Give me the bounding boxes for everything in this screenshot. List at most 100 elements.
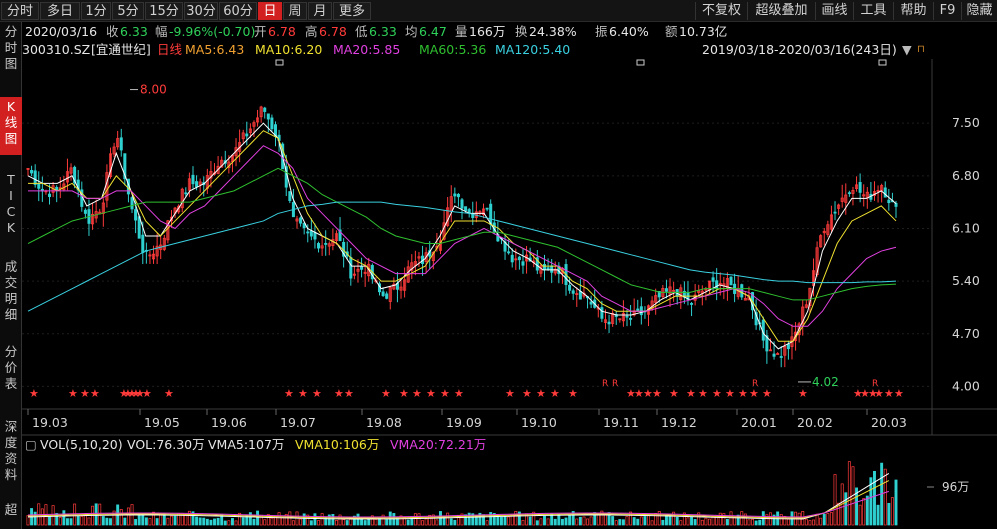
sidebar-item-5[interactable]: 深度资料 — [0, 417, 22, 483]
volume-bar — [58, 516, 62, 526]
candle-body — [252, 122, 256, 127]
candle-body — [30, 170, 34, 174]
volume-bar — [697, 512, 701, 526]
signal-star-icon: ★ — [643, 387, 653, 400]
signal-star-icon: ★ — [334, 387, 344, 400]
menu-1[interactable]: 超级叠加 — [747, 2, 815, 20]
tab-period-0[interactable]: 分时 — [1, 2, 39, 20]
change-value: -9.96%(-0.70) — [169, 24, 256, 39]
kline-chart[interactable]: 7.506.806.105.404.704.00 ★ ★ ★ ★ ★★★★★★ ★ ★ ★ ★ ★… — [22, 59, 997, 529]
candle-body — [248, 128, 252, 134]
sidebar-item-4[interactable]: 分价表 — [0, 342, 22, 392]
signal-star-icon: ★ — [712, 387, 722, 400]
menu-6[interactable]: 隐藏 — [961, 2, 997, 20]
volume-bar — [227, 520, 231, 526]
tab-period-2[interactable]: 1分 — [81, 2, 111, 20]
sidebar-char: K — [6, 220, 16, 235]
quote-date: 2020/03/16 — [25, 24, 98, 39]
volume-toggle[interactable]: ▢ — [25, 437, 37, 452]
volume-bar — [855, 487, 859, 526]
tab-period-7[interactable]: 日 — [258, 2, 282, 20]
tab-period-1[interactable]: 多日 — [40, 2, 80, 20]
volume-bar — [399, 515, 403, 526]
candle-body — [578, 291, 582, 300]
candle-body — [851, 190, 855, 194]
signal-star-icon: ★ — [698, 387, 708, 400]
menu-4[interactable]: 帮助 — [893, 2, 933, 20]
sidebar-char: 深 — [4, 419, 18, 434]
volume-bar — [195, 516, 199, 526]
lock-icon[interactable]: ⊓ — [917, 44, 925, 55]
candle-body — [209, 171, 213, 179]
amount-label: 额 — [665, 24, 678, 39]
volume-bar — [363, 520, 367, 526]
sidebar-char: 明 — [4, 291, 18, 306]
candle-body — [894, 202, 898, 207]
volume-bar — [672, 511, 676, 526]
sidebar-char: 料 — [4, 467, 18, 482]
kline-type-label[interactable]: 日线 — [157, 42, 183, 57]
tab-period-9[interactable]: 月 — [308, 2, 332, 20]
vol-indicator-label[interactable]: VOL(5,10,20) — [40, 437, 123, 452]
signal-star-icon: ★ — [626, 387, 636, 400]
candle-body — [840, 197, 844, 202]
low-annotation-label: 4.02 — [812, 375, 839, 389]
candle-body — [715, 280, 719, 290]
range-dropdown-icon[interactable]: ▼ — [902, 42, 912, 57]
candle-body — [485, 207, 489, 210]
volume-bar — [700, 519, 704, 526]
sidebar-char: 细 — [4, 307, 18, 322]
candle-body — [309, 230, 313, 237]
tab-period-4[interactable]: 15分 — [145, 2, 183, 20]
volume-bar — [352, 515, 356, 526]
candlesticks — [26, 105, 898, 368]
candle-body — [550, 265, 554, 273]
volume-bar — [327, 514, 331, 526]
candle-body — [464, 206, 468, 212]
time-tick-label: 19.03 — [32, 415, 68, 430]
menu-2[interactable]: 画线 — [815, 2, 853, 20]
volume-bar — [571, 511, 575, 526]
candle-body — [625, 315, 629, 318]
stock-code: 300310.SZ — [22, 42, 91, 57]
volume-bar — [464, 514, 468, 526]
date-range[interactable]: 2019/03/18-2020/03/16(243日) — [702, 42, 897, 57]
candle-body — [553, 268, 557, 274]
volume-bar — [449, 518, 453, 526]
candle-body — [629, 317, 633, 320]
candle-body — [259, 106, 263, 118]
menu-0[interactable]: 不复权 — [695, 2, 747, 20]
signal-star-icon: ★ — [884, 387, 894, 400]
sidebar-item-6[interactable]: 超 — [0, 500, 22, 529]
menu-3[interactable]: 工具 — [853, 2, 893, 20]
candle-body — [216, 165, 220, 174]
volume-bar — [417, 513, 421, 526]
candle-body — [417, 256, 421, 259]
tab-period-3[interactable]: 5分 — [112, 2, 144, 20]
candle-body — [108, 153, 113, 178]
signal-star-icon: ★ — [298, 387, 308, 400]
candle-body — [690, 303, 694, 305]
tab-period-6[interactable]: 60分 — [219, 2, 257, 20]
tab-period-5[interactable]: 30分 — [184, 2, 218, 20]
volume-bar — [431, 514, 435, 526]
candle-body — [155, 245, 159, 257]
tab-period-8[interactable]: 周 — [283, 2, 307, 20]
candle-body — [299, 217, 303, 224]
sidebar-item-0[interactable]: 分时图 — [0, 22, 22, 74]
price-tick-label: 6.80 — [952, 168, 980, 183]
signal-star-icon: ★ — [798, 387, 808, 400]
candle-body — [152, 253, 156, 260]
ma-line-ma120 — [27, 201, 897, 312]
candle-body — [295, 218, 299, 222]
low-label: 低 — [355, 24, 368, 39]
tab-period-10[interactable]: 更多 — [333, 2, 371, 20]
time-tick-label: 20.03 — [871, 415, 907, 430]
menu-5[interactable]: F9 — [933, 2, 961, 20]
volume-bar — [736, 514, 740, 526]
sidebar-item-3[interactable]: 成交明细 — [0, 257, 22, 325]
